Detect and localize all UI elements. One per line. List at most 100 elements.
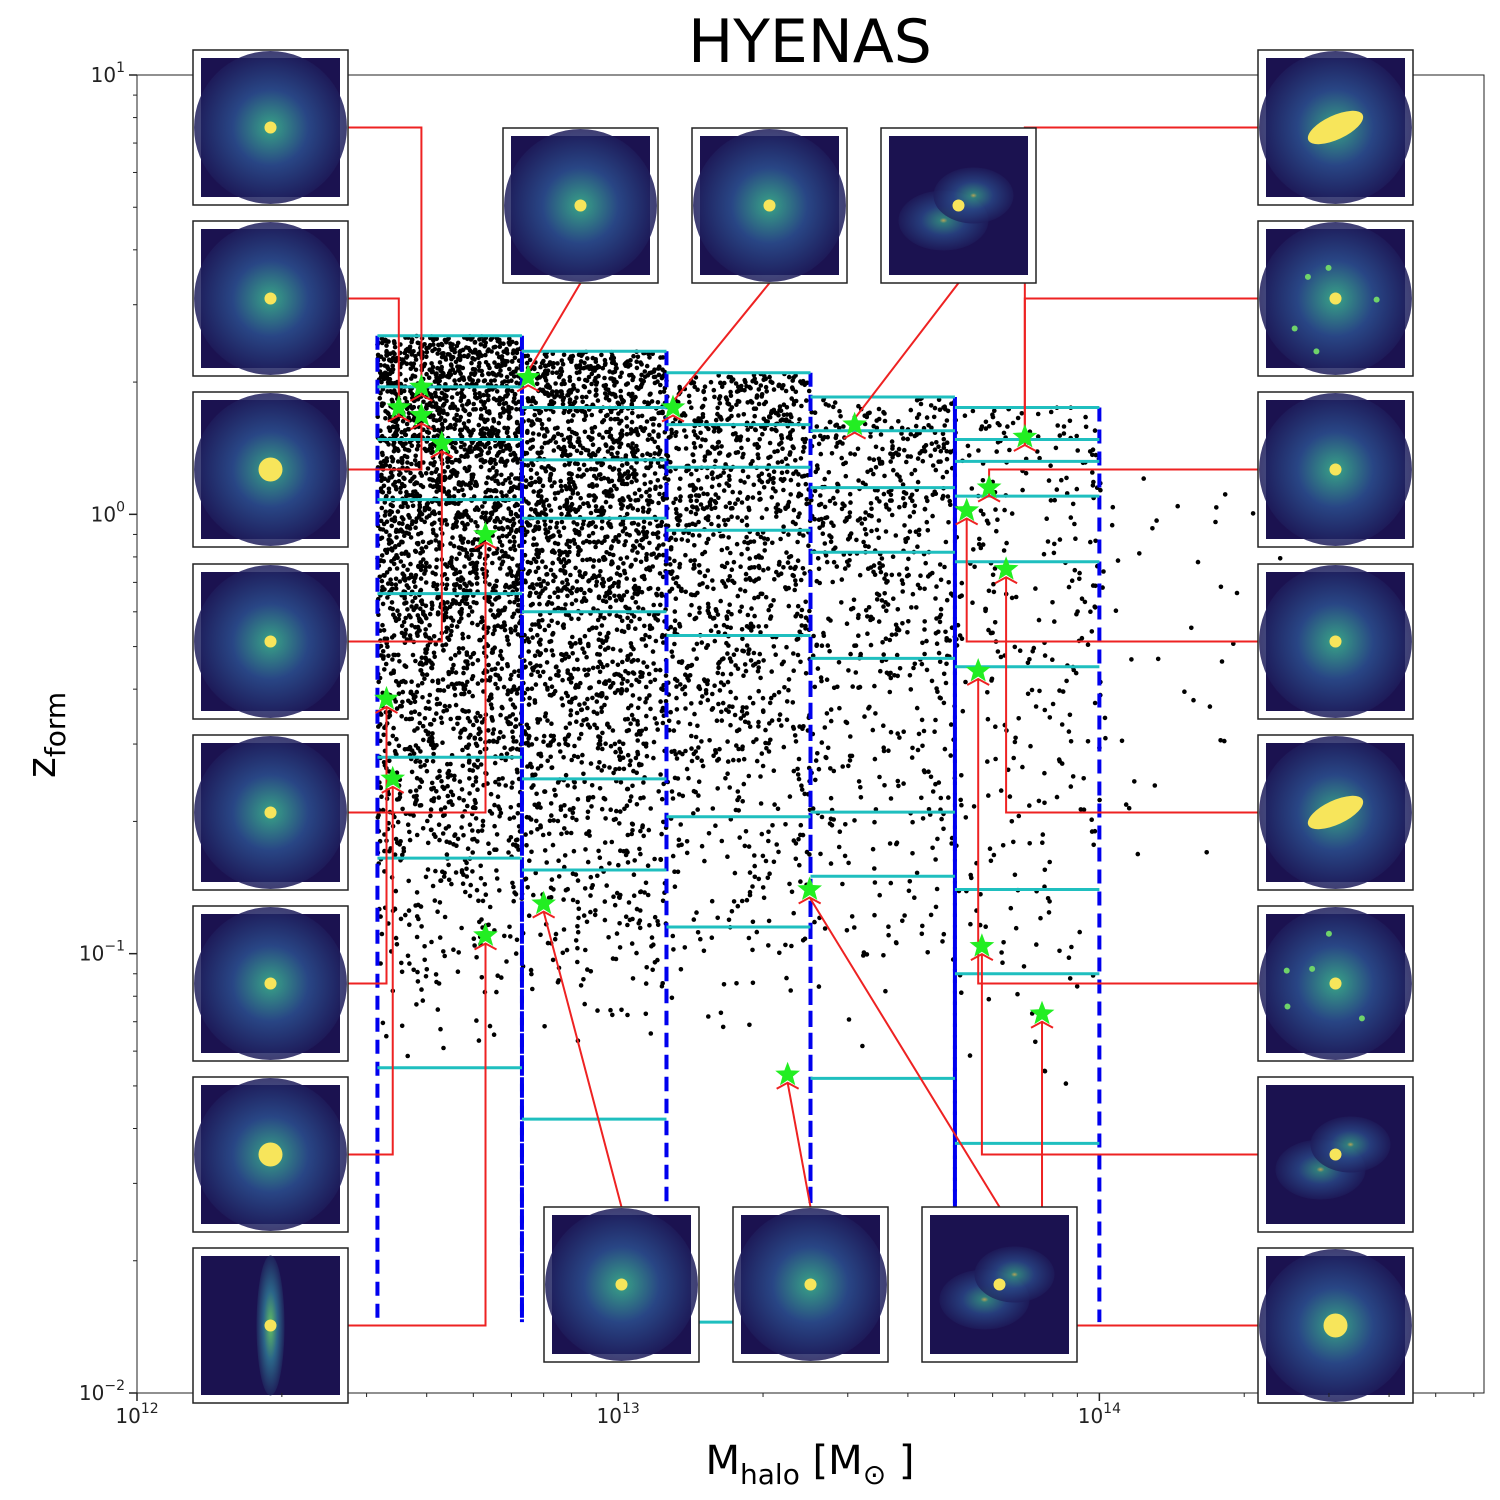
scatter-point bbox=[433, 393, 439, 399]
scatter-point bbox=[407, 961, 412, 966]
scatter-point bbox=[484, 392, 490, 398]
scatter-point bbox=[616, 862, 621, 868]
scatter-point bbox=[460, 392, 465, 398]
scatter-point bbox=[732, 712, 738, 718]
scatter-point bbox=[678, 822, 683, 827]
scatter-point bbox=[597, 855, 603, 860]
scatter-point bbox=[390, 399, 395, 405]
scatter-point bbox=[515, 513, 520, 519]
scatter-point bbox=[539, 426, 545, 431]
scatter-point bbox=[389, 581, 394, 587]
scatter-point bbox=[421, 399, 426, 405]
scatter-point bbox=[437, 837, 442, 843]
scatter-point bbox=[676, 720, 681, 725]
scatter-point bbox=[447, 703, 452, 709]
scatter-point bbox=[641, 780, 646, 785]
scatter-point bbox=[607, 678, 612, 683]
scatter-point bbox=[424, 647, 430, 652]
scatter-point bbox=[437, 502, 442, 507]
scatter-point bbox=[563, 737, 568, 743]
scatter-point bbox=[509, 388, 515, 394]
scatter-point bbox=[537, 673, 543, 679]
scatter-point bbox=[511, 580, 516, 586]
scatter-point bbox=[552, 395, 557, 400]
scatter-point bbox=[379, 578, 385, 584]
scatter-point bbox=[490, 425, 495, 430]
scatter-point bbox=[633, 626, 638, 631]
scatter-point bbox=[500, 493, 506, 499]
scatter-point bbox=[470, 837, 475, 842]
scatter-point bbox=[407, 837, 413, 843]
scatter-point bbox=[380, 452, 385, 458]
scatter-point bbox=[435, 1007, 441, 1012]
scatter-point bbox=[438, 1026, 443, 1032]
scatter-point bbox=[419, 987, 424, 992]
scatter-point bbox=[617, 746, 622, 752]
scatter-point bbox=[483, 892, 489, 897]
scatter-point bbox=[465, 539, 471, 545]
scatter-point bbox=[404, 399, 410, 405]
scatter-point bbox=[771, 859, 777, 865]
scatter-point bbox=[470, 355, 475, 361]
scatter-point bbox=[402, 601, 407, 606]
scatter-point bbox=[442, 572, 448, 577]
scatter-point bbox=[460, 631, 465, 637]
scatter-point bbox=[786, 532, 791, 537]
scatter-point bbox=[539, 445, 545, 450]
scatter-point bbox=[613, 535, 618, 540]
scatter-point bbox=[429, 600, 435, 606]
scatter-point bbox=[489, 650, 495, 655]
scatter-point bbox=[414, 1002, 419, 1007]
scatter-point bbox=[493, 461, 499, 467]
scatter-point bbox=[477, 368, 482, 373]
scatter-point bbox=[486, 440, 491, 446]
scatter-point bbox=[541, 733, 547, 739]
scatter-point bbox=[624, 803, 630, 808]
scatter-point bbox=[379, 472, 384, 478]
scatter-point bbox=[548, 733, 554, 739]
scatter-point bbox=[632, 491, 638, 496]
scatter-point bbox=[469, 620, 475, 626]
scatter-point bbox=[629, 831, 634, 837]
scatter-point bbox=[533, 590, 539, 596]
scatter-point bbox=[735, 593, 741, 599]
scatter-point bbox=[499, 975, 504, 980]
scatter-point bbox=[639, 372, 644, 378]
scatter-point bbox=[617, 421, 622, 426]
scatter-point bbox=[649, 552, 654, 557]
scatter-point bbox=[769, 718, 775, 723]
scatter-point bbox=[440, 831, 446, 836]
scatter-point bbox=[389, 523, 395, 529]
scatter-point bbox=[587, 483, 592, 489]
scatter-point bbox=[674, 684, 679, 689]
scatter-point bbox=[492, 802, 497, 808]
scatter-point bbox=[536, 621, 541, 627]
scatter-point bbox=[528, 560, 534, 566]
scatter-point bbox=[431, 785, 437, 791]
scatter-point bbox=[551, 887, 556, 892]
scatter-point bbox=[466, 634, 471, 640]
scatter-point bbox=[623, 382, 629, 387]
scatter-point bbox=[753, 380, 759, 386]
scatter-point bbox=[643, 880, 649, 886]
scatter-point bbox=[399, 429, 405, 435]
scatter-point bbox=[772, 692, 777, 698]
scatter-point bbox=[691, 459, 697, 464]
scatter-point bbox=[514, 501, 519, 507]
scatter-point bbox=[629, 712, 635, 718]
scatter-point bbox=[396, 478, 402, 484]
scatter-point bbox=[413, 658, 418, 664]
scatter-point bbox=[435, 678, 441, 683]
scatter-point bbox=[459, 868, 465, 873]
scatter-point bbox=[660, 409, 665, 415]
scatter-point bbox=[475, 681, 481, 686]
scatter-point bbox=[637, 487, 642, 493]
scatter-point bbox=[689, 733, 694, 739]
scatter-point bbox=[385, 595, 390, 600]
scatter-point bbox=[554, 389, 559, 394]
scatter-point bbox=[529, 460, 534, 466]
scatter-point bbox=[644, 489, 649, 495]
scatter-point bbox=[629, 465, 634, 470]
scatter-point bbox=[473, 741, 479, 747]
scatter-point bbox=[637, 696, 642, 702]
